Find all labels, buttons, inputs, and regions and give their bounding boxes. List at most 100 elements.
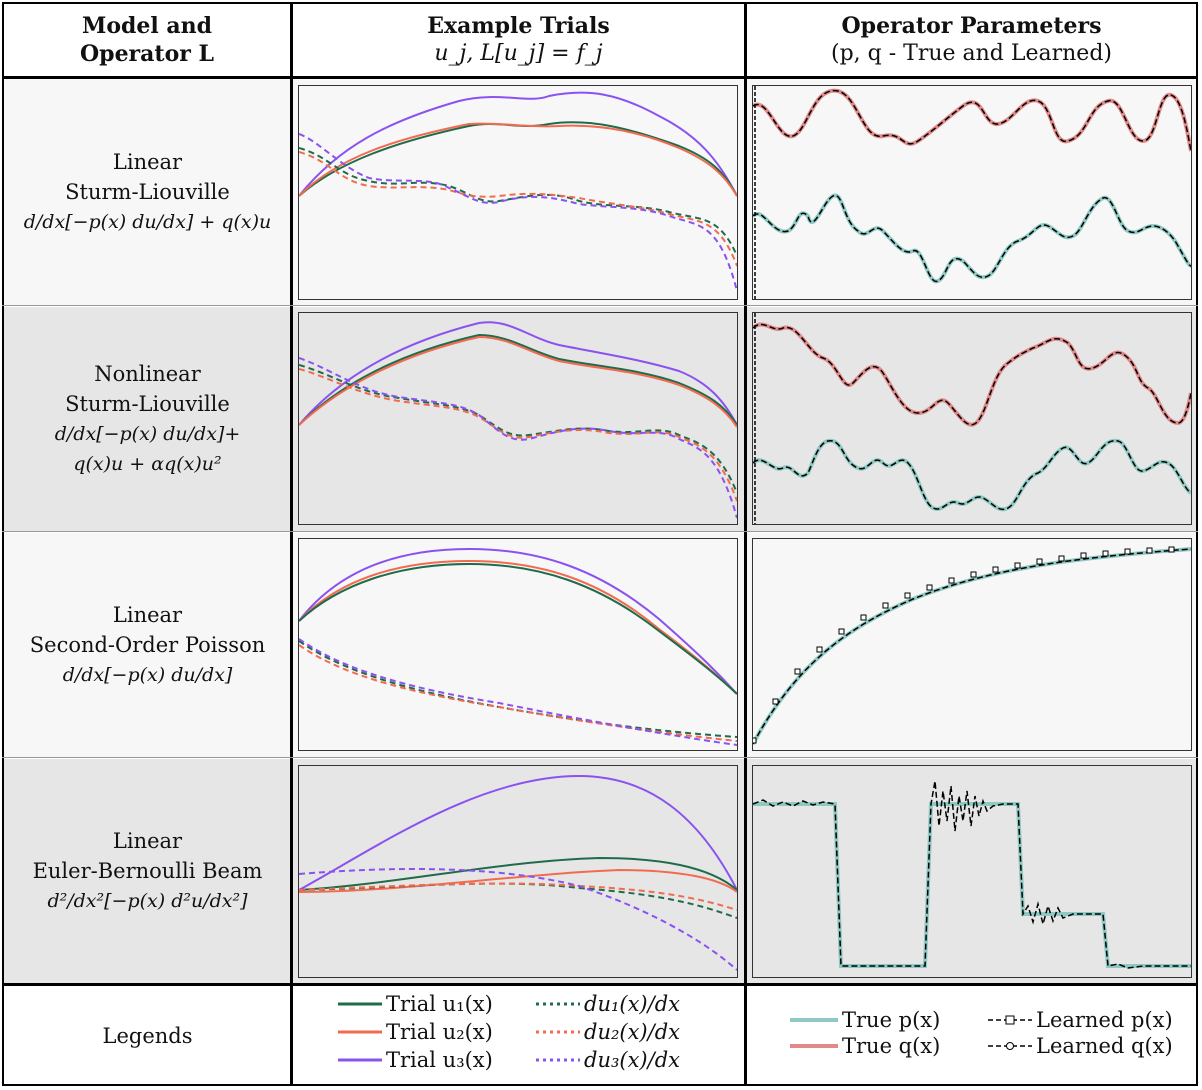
true-p-curve [753, 802, 1191, 968]
learned-p-curve [753, 548, 1191, 745]
legend-true-p: True p(x) [790, 1008, 940, 1032]
legend-trial-u3: Trial u₃(x) [338, 1048, 493, 1072]
row-1-equation: d/dx[−p(x) du/dx] + q(x)u [23, 211, 272, 233]
header-divider [2, 76, 1198, 79]
learned-p-curve [753, 440, 1191, 510]
legend-trial-u2-label: Trial u₂(x) [386, 1020, 493, 1044]
learned-p-curve [753, 194, 1191, 282]
trial-du1-curve [299, 882, 737, 919]
column-divider-1 [290, 2, 293, 1086]
header-params-line2: (p, q - True and Learned) [830, 41, 1112, 66]
row-4-line1: Linear [112, 829, 183, 853]
trial-u1-curve [299, 333, 737, 426]
trial-u2-curve [299, 559, 737, 695]
learned-p-curve [753, 780, 1191, 969]
trial-du1-curve [299, 640, 737, 738]
trial-du2-curve [299, 151, 737, 267]
trials-panel-3 [298, 538, 738, 751]
header-trials-line1: Example Trials [427, 13, 610, 39]
trial-du3-curve [299, 868, 737, 971]
legend-true-p-label: True p(x) [842, 1008, 941, 1032]
header-model-line1: Model and [81, 13, 213, 39]
row-label-1: Linear Sturm-Liouville d/dx[−p(x) du/dx]… [6, 79, 289, 305]
trial-u2-curve [299, 335, 737, 428]
trial-u1-curve [299, 562, 737, 695]
trial-u3-curve [299, 547, 737, 695]
legend-divider [2, 983, 1198, 986]
legend-label: Legends [102, 1024, 193, 1048]
params-panel-1 [752, 85, 1192, 300]
row-3-line1: Linear [112, 603, 183, 627]
trial-du2-curve [299, 368, 737, 502]
trial-du3-curve [299, 638, 737, 746]
trial-u1-curve [299, 121, 737, 197]
params-panel-2 [752, 312, 1192, 525]
trial-u3-curve [299, 91, 737, 197]
legend-true-q: True q(x) [790, 1034, 940, 1058]
learned-p-markers [753, 546, 1175, 744]
trial-du3-curve [299, 133, 737, 292]
trial-du2-curve [299, 644, 737, 742]
row-label-2: Nonlinear Sturm-Liouville d/dx[−p(x) du/… [6, 307, 289, 531]
row-label-4: Linear Euler-Bernoulli Beam d²/dx²[−p(x)… [6, 759, 289, 983]
row-2-equation-1: d/dx[−p(x) du/dx]+ [54, 423, 241, 445]
params-panel-3 [752, 538, 1192, 751]
header-model: Model and Operator L [4, 4, 290, 76]
row-4-line2: Euler-Bernoulli Beam [32, 859, 263, 883]
learned-q-curve [753, 90, 1191, 152]
row-label-3: Linear Second-Order Poisson d/dx[−p(x) d… [6, 533, 289, 757]
column-divider-2 [744, 2, 747, 1086]
legend-trial-u1: Trial u₁(x) [338, 992, 493, 1016]
trial-u2-curve [299, 868, 737, 893]
trial-du1-curve [299, 147, 737, 257]
trials-panel-2 [298, 312, 738, 525]
legend-row-label: Legends [6, 986, 289, 1086]
legend-du2: du₂(x)/dx [536, 1020, 680, 1044]
true-p-curve [753, 193, 1191, 284]
true-q-curve [753, 322, 1191, 427]
legend-trial-u3-label: Trial u₃(x) [386, 1048, 493, 1072]
row-4-equation: d²/dx²[−p(x) d²u/dx²] [47, 890, 248, 912]
legend-du3-label: du₃(x)/dx [584, 1048, 680, 1072]
header-params-line1: Operator Parameters [841, 13, 1102, 39]
legend-du2-label: du₂(x)/dx [584, 1020, 680, 1044]
legend-true-q-label: True q(x) [842, 1034, 941, 1058]
trials-panel-1 [298, 85, 738, 300]
header-params: Operator Parameters (p, q - True and Lea… [747, 4, 1196, 76]
learned-q-curve [753, 323, 1191, 426]
legend-du1: du₁(x)/dx [536, 992, 680, 1016]
header-trials-line2: u_j, L[u_j] = f_j [434, 41, 603, 66]
row-divider-1 [2, 305, 1198, 306]
trial-u1-curve [299, 856, 737, 891]
trial-u3-curve [299, 321, 737, 426]
params-panel-4 [752, 765, 1192, 978]
legend-trial-u1-label: Trial u₁(x) [386, 992, 493, 1016]
legend-du3: du₃(x)/dx [536, 1048, 680, 1072]
row-2-equation-2: q(x)u + αq(x)u² [73, 453, 222, 475]
legend-learned-q: Learned q(x) [988, 1034, 1173, 1058]
row-3-line2: Second-Order Poisson [29, 633, 266, 657]
row-3-equation: d/dx[−p(x) du/dx] [62, 664, 233, 686]
trial-du2-curve [299, 882, 737, 911]
legend-learned-p: Learned p(x) [988, 1008, 1173, 1032]
trials-legend: Trial u₁(x) Trial u₂(x) Trial u₃(x) du₁(… [298, 988, 740, 1084]
trial-du1-curve [299, 364, 737, 494]
row-1-line1: Linear [112, 150, 183, 174]
row-divider-2 [2, 531, 1198, 532]
params-legend: True p(x) True q(x) Learned p(x) Learned… [750, 988, 1194, 1084]
legend-learned-p-label: Learned p(x) [1036, 1008, 1173, 1032]
trials-panel-4 [298, 765, 738, 978]
legend-trial-u2: Trial u₂(x) [338, 1020, 493, 1044]
legend-du1-label: du₁(x)/dx [584, 992, 680, 1016]
header-model-line2: Operator L [80, 41, 214, 67]
legend-learned-q-label: Learned q(x) [1036, 1034, 1173, 1058]
trial-du3-curve [299, 357, 737, 519]
row-1-line2: Sturm-Liouville [65, 180, 230, 204]
trial-u3-curve [299, 774, 737, 891]
row-divider-3 [2, 757, 1198, 758]
trial-u2-curve [299, 122, 737, 197]
row-2-line1: Nonlinear [94, 362, 201, 386]
row-2-line2: Sturm-Liouville [65, 392, 230, 416]
header-trials: Example Trials u_j, L[u_j] = f_j [293, 4, 744, 76]
